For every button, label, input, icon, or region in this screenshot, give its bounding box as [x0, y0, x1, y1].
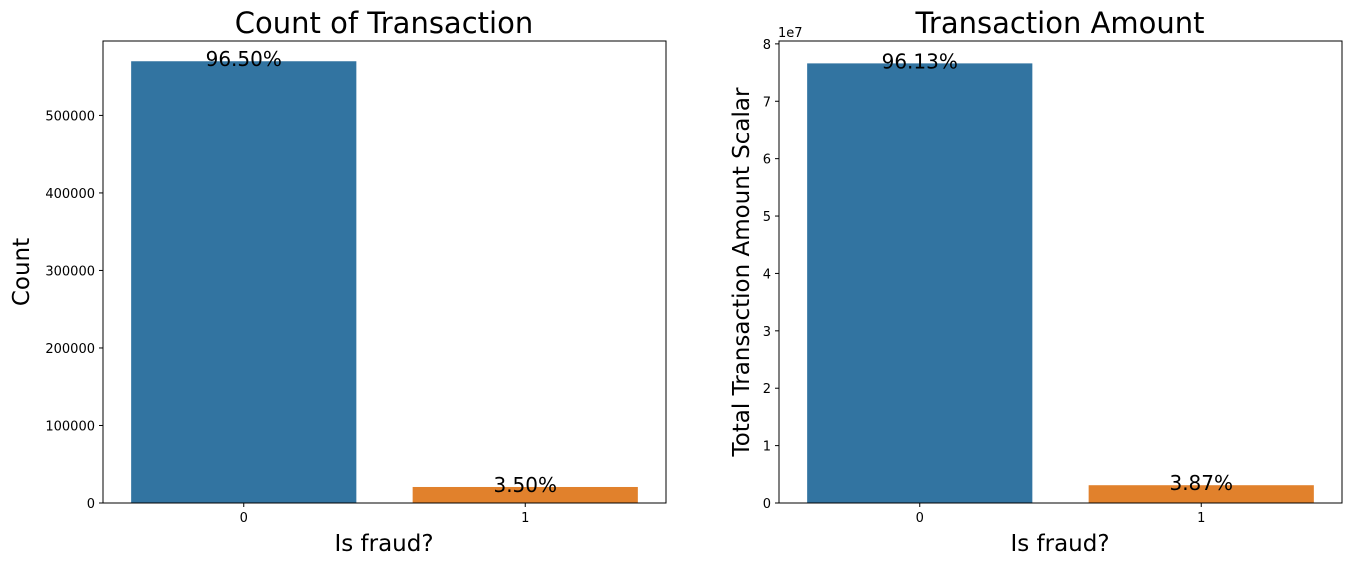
x-tick-label-0: 0 [916, 511, 924, 526]
bar-1 [1088, 485, 1314, 503]
data-label-0: 96.13% [882, 49, 958, 73]
axes-frame [102, 40, 667, 504]
y-tick-label-2: 2 [763, 382, 771, 397]
x-axis-label: Is fraud? [1010, 531, 1109, 557]
y-tick-label-0: 0 [87, 497, 95, 512]
y-tick-label-6: 6 [763, 153, 771, 168]
x-tick-label-1: 1 [521, 511, 529, 526]
y-tick-label-7: 7 [763, 95, 771, 110]
axes-frame [778, 40, 1343, 504]
chart-count-of-transaction: Count of Transaction Count Is fraud? 96.… [9, 6, 667, 557]
y-tick-label-200000: 200000 [45, 342, 95, 357]
y-tick-label-100000: 100000 [45, 419, 95, 434]
data-label-0: 96.50% [206, 47, 282, 71]
y-tick-label-4: 4 [763, 267, 771, 282]
y-tick-label-8: 8 [763, 38, 771, 53]
y-tick-label-1: 1 [763, 440, 771, 455]
y-tick-label-400000: 400000 [45, 187, 95, 202]
data-label-1: 3.50% [493, 473, 557, 497]
y-tick-label-500000: 500000 [45, 109, 95, 124]
bar-0 [131, 61, 357, 504]
bar-1 [412, 486, 638, 503]
y-axis-label: Total Transaction Amount Scalar [729, 87, 755, 457]
y-tick-label-3: 3 [763, 325, 771, 340]
x-axis-label: Is fraud? [334, 531, 433, 557]
y-tick-label-300000: 300000 [45, 264, 95, 279]
chart-title: Transaction Amount [914, 6, 1204, 40]
x-tick-label-0: 0 [240, 511, 248, 526]
chart-transaction-amount: Transaction Amount Total Transaction Amo… [729, 6, 1343, 557]
y-axis-offset-label: 1e7 [778, 26, 803, 41]
x-tick-label-1: 1 [1197, 511, 1205, 526]
bar-0 [807, 63, 1033, 504]
chart-title: Count of Transaction [235, 6, 533, 40]
y-axis-label: Count [9, 238, 35, 306]
data-label-1: 3.87% [1169, 471, 1233, 495]
y-tick-label-5: 5 [763, 210, 771, 225]
y-tick-label-0: 0 [763, 497, 771, 512]
